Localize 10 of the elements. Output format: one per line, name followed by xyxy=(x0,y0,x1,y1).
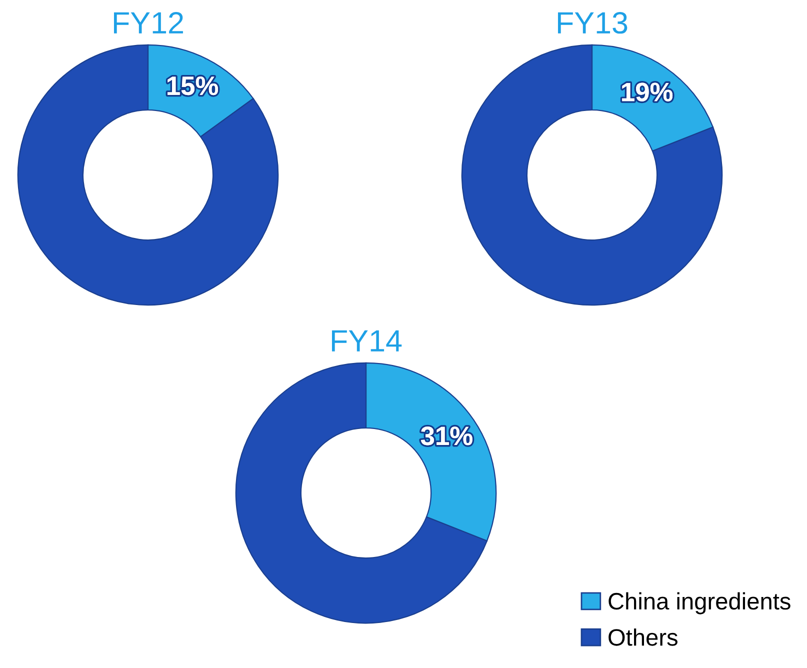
data-label: 19% xyxy=(622,82,673,102)
chart-title: FY13 xyxy=(558,12,628,34)
data-label: 31% xyxy=(420,426,472,446)
legend-label: China ingredients xyxy=(608,592,790,614)
chart-title: FY12 xyxy=(114,12,183,34)
donut-slice xyxy=(17,44,279,306)
data-label: 15% xyxy=(168,76,218,96)
donut-slice xyxy=(461,44,723,306)
legend-label: Others xyxy=(608,628,678,646)
chart-title: FY14 xyxy=(332,330,402,352)
